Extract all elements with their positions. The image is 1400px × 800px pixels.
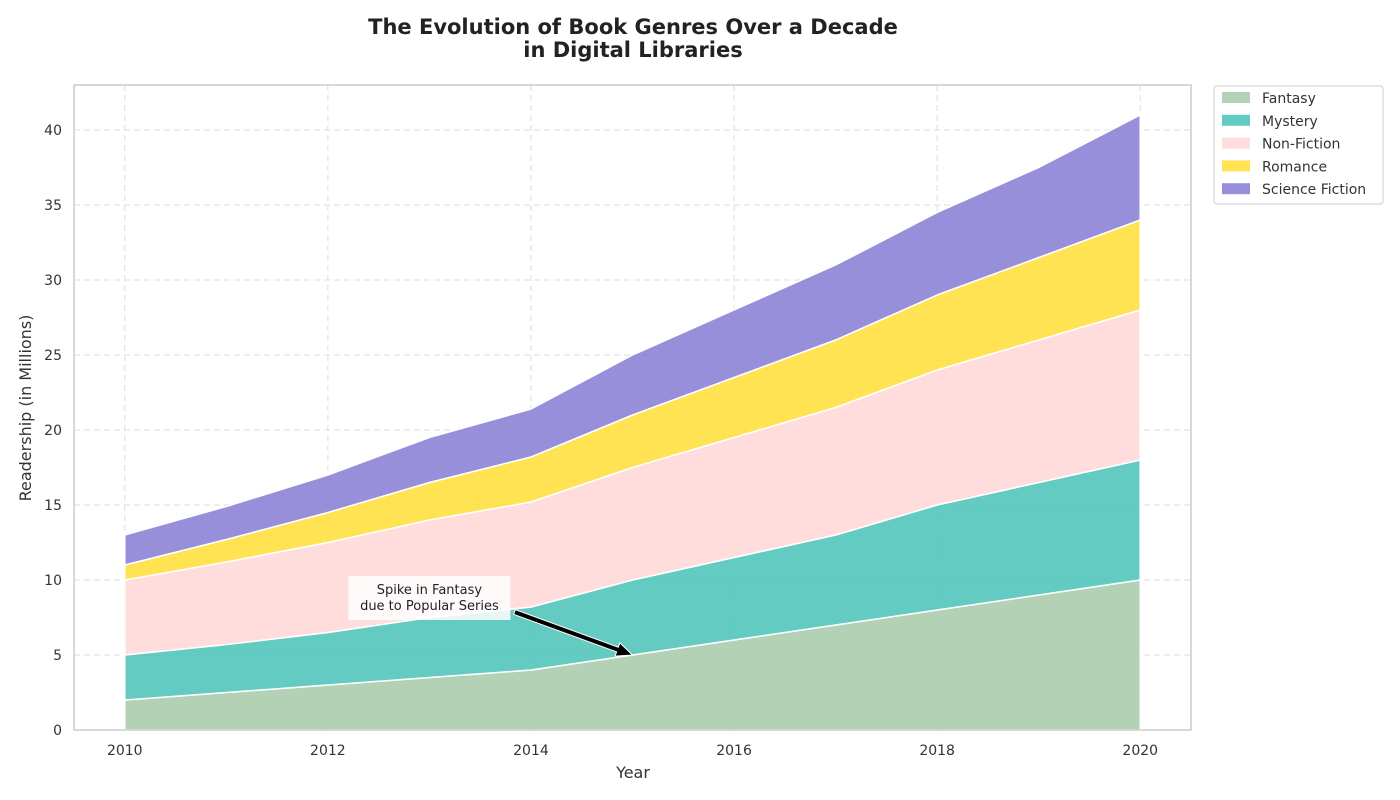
y-tick-label: 15 — [44, 498, 62, 514]
chart-title-line-1: The Evolution of Book Genres Over a Deca… — [368, 15, 898, 39]
legend-label: Mystery — [1262, 114, 1318, 130]
x-tick-label: 2020 — [1122, 743, 1158, 759]
y-axis-label: Readership (in Millions) — [16, 315, 35, 502]
y-tick-label: 10 — [44, 573, 62, 589]
y-tick-label: 5 — [53, 648, 62, 664]
x-tick-label: 2012 — [310, 743, 346, 759]
legend-swatch — [1222, 137, 1250, 149]
x-tick-label: 2016 — [716, 743, 752, 759]
annotation-arrow — [512, 609, 634, 657]
legend-label: Non-Fiction — [1262, 137, 1340, 153]
legend-label: Romance — [1262, 159, 1327, 175]
legend: Fantasy Mystery Non-Fiction Romance Science … — [1213, 85, 1384, 205]
legend-swatch — [1222, 160, 1250, 172]
y-tick-label: 20 — [44, 423, 62, 439]
x-tick-label: 2014 — [513, 743, 549, 759]
legend-label: Fantasy — [1262, 91, 1316, 107]
x-tick-label: 2010 — [107, 743, 143, 759]
annotation-box — [348, 576, 511, 620]
legend-frame — [1213, 85, 1384, 205]
legend-label: Science Fiction — [1262, 182, 1366, 198]
chart-title-line-2: in Digital Libraries — [523, 38, 742, 62]
y-tick-label: 35 — [44, 198, 62, 214]
plot-frame — [73, 84, 1192, 731]
y-tick-label: 40 — [44, 123, 62, 139]
annotation-text: due to Popular Series — [360, 599, 499, 614]
y-tick-label: 25 — [44, 348, 62, 364]
x-axis-ticks: 2010 2012 2014 2016 2018 2020 — [107, 743, 1158, 759]
legend-swatch — [1222, 183, 1250, 195]
legend-swatch — [1222, 114, 1250, 126]
y-tick-label: 0 — [53, 723, 62, 739]
annotation-text: Spike in Fantasy — [377, 583, 483, 598]
x-axis-label: Year — [615, 763, 650, 782]
area-science-fiction — [124, 114, 1141, 566]
legend-swatch — [1222, 92, 1250, 103]
x-tick-label: 2018 — [919, 743, 955, 759]
y-tick-label: 30 — [44, 273, 62, 289]
stacked-areas — [124, 114, 1141, 731]
y-axis-ticks: 0 5 10 15 20 25 30 35 40 — [44, 123, 62, 739]
